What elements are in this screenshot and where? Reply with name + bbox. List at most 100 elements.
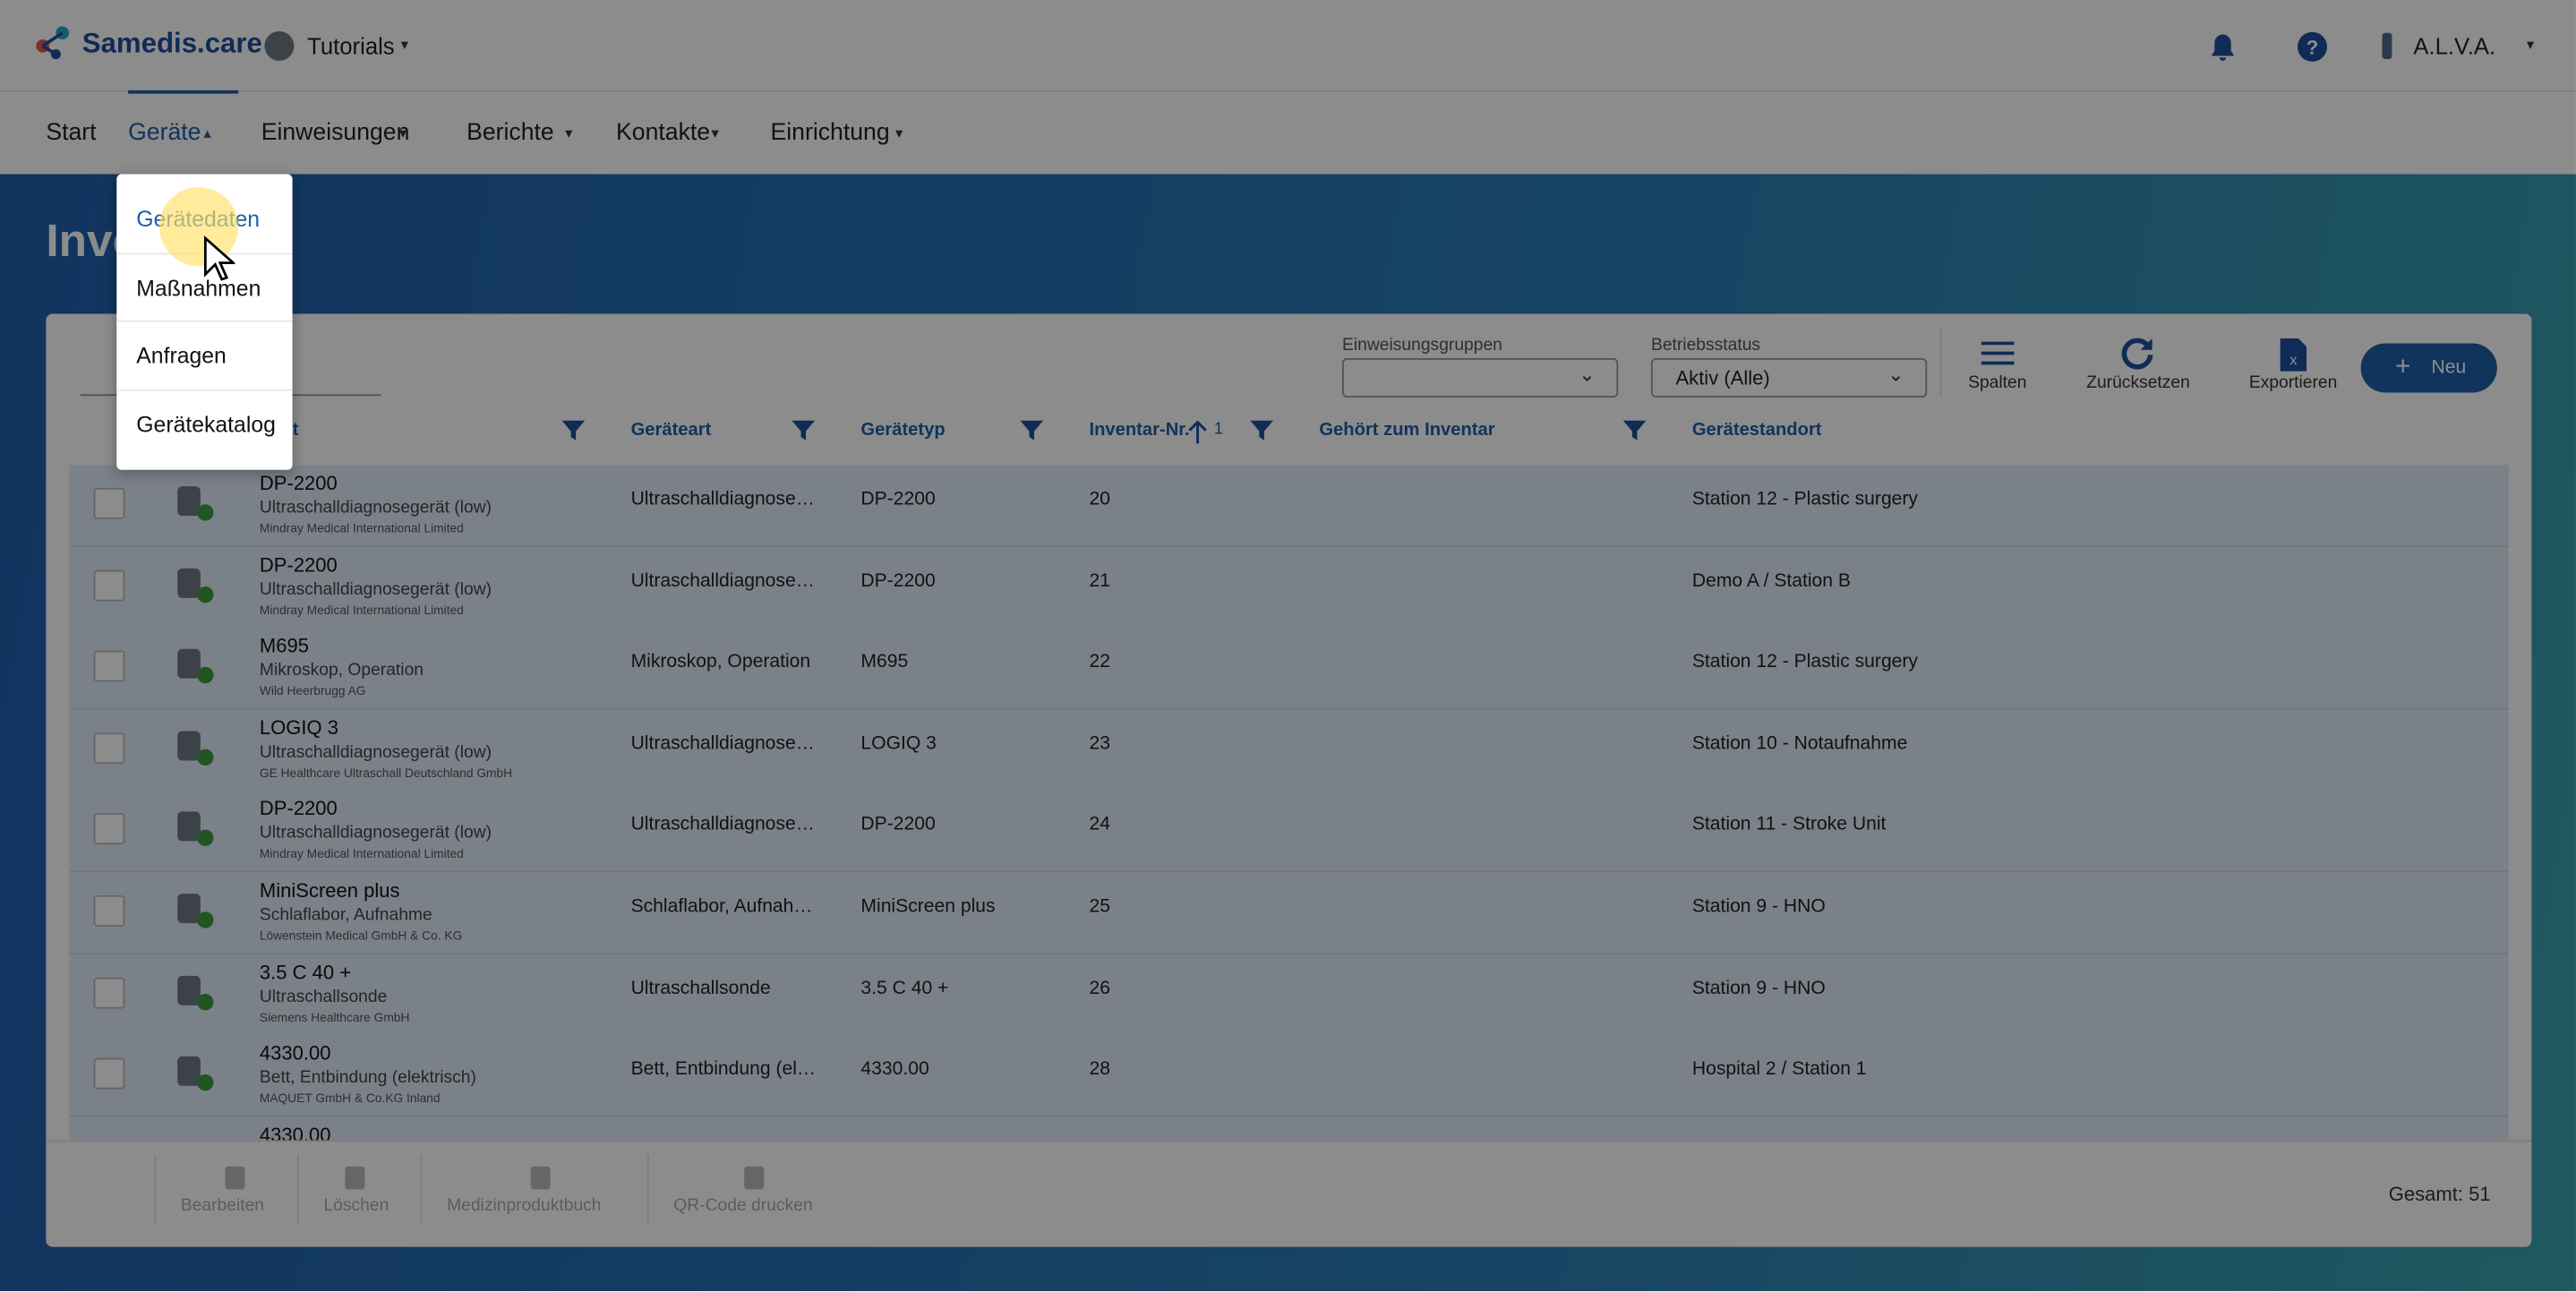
device-category: Ultraschalldiagnosegerät (low): [259, 578, 492, 599]
user-menu[interactable]: A.L.V.A.: [2413, 32, 2496, 60]
column-header[interactable]: Geräteart: [630, 420, 712, 441]
device-name: MiniScreen plus: [259, 878, 400, 903]
new-button[interactable]: [2360, 343, 2497, 393]
toolbar-button[interactable]: Spalten: [1968, 372, 2027, 393]
device-type: DP-2200: [860, 489, 936, 509]
checkbox[interactable]: [93, 650, 125, 682]
group-select[interactable]: [1342, 357, 1619, 398]
column-header[interactable]: Gerätetyp: [860, 420, 946, 441]
nav-item[interactable]: Einrichtung: [770, 119, 890, 147]
table-row[interactable]: 4330.00 Bett, Entbindung (elektrisch) MAQU…: [69, 1035, 2509, 1118]
caret: ⌄: [1579, 363, 1596, 387]
filter-label: Betriebsstatus: [1650, 335, 1761, 355]
nav-item[interactable]: Einweisungen: [261, 119, 410, 147]
menu-item[interactable]: Maßnahmen: [136, 275, 261, 300]
plus-icon: +: [2395, 353, 2411, 381]
divider: [116, 320, 293, 322]
table-row[interactable]: DP-2200 Ultraschalldiagnosegerät (low) Min…: [69, 791, 2509, 873]
action-icon: [740, 1165, 766, 1200]
location: Hospital 2 / Station 1: [1691, 1059, 1867, 1080]
table-row[interactable]: DP-2200 Ultraschalldiagnosegerät (low) Min…: [69, 465, 2509, 547]
location: Station 10 - Notaufnahme: [1691, 733, 1908, 754]
inventory-number: 20: [1089, 489, 1110, 509]
tenant-select[interactable]: Tutorials: [307, 32, 395, 60]
menu-item[interactable]: Gerätekatalog: [136, 411, 276, 437]
columns-icon: [1981, 341, 2015, 365]
location: Station 11 - Stroke Unit: [1691, 815, 1887, 835]
nav-item[interactable]: Start: [46, 119, 97, 147]
toolbar-button[interactable]: Exportieren: [2248, 372, 2338, 393]
device-thumbnail: [171, 727, 217, 778]
device-thumbnail: [171, 564, 217, 615]
device-type: 4330.00: [860, 1059, 929, 1080]
footer-action[interactable]: Medizinproduktbuch: [447, 1195, 602, 1216]
notifications[interactable]: [2208, 31, 2238, 64]
svg-text:x: x: [2289, 352, 2298, 368]
footer-action[interactable]: Bearbeiten: [180, 1195, 265, 1216]
toolbar-button[interactable]: Zurücksetzen: [2086, 372, 2190, 393]
device-category: Schlaflabor, Aufnahme: [259, 904, 432, 925]
checkbox[interactable]: [93, 732, 125, 764]
device-type: LOGIQ 3: [860, 733, 937, 754]
column-header[interactable]: Gerätestandort: [1691, 420, 1822, 441]
help[interactable]: ?: [2297, 31, 2328, 63]
action-icon: [222, 1165, 248, 1200]
nav-item[interactable]: Kontakte: [616, 119, 711, 147]
checkbox[interactable]: [93, 894, 125, 927]
caret: ▾: [2526, 36, 2535, 53]
table-body: DP-2200 Ultraschalldiagnosegerät (low) Min…: [69, 465, 2509, 1141]
device-type: DP-2200: [860, 815, 936, 835]
table-row[interactable]: DP-2200 Ultraschalldiagnosegerät (low) Min…: [69, 546, 2509, 629]
nav-item[interactable]: Geräte: [128, 119, 201, 147]
checkbox[interactable]: [93, 1057, 125, 1090]
inventory-number: 21: [1089, 570, 1110, 591]
filter-icon: [1250, 419, 1273, 450]
tenant-icon: [264, 30, 295, 61]
checkbox[interactable]: [93, 976, 125, 1008]
device-name: M695: [259, 634, 309, 658]
device-thumbnail: [171, 809, 217, 860]
device-kind: Mikroskop, Operation: [630, 652, 811, 672]
caret: ⌄: [1887, 363, 1904, 387]
checkbox[interactable]: [93, 487, 125, 519]
device-type: DP-2200: [860, 570, 936, 591]
device-thumbnail: [171, 483, 217, 534]
device-category: Ultraschallsonde: [259, 986, 388, 1006]
device-thumbnail: [171, 646, 217, 697]
manufacturer: MAQUET GmbH & Co.KG Inland: [259, 1091, 441, 1107]
new-label: Neu: [2431, 357, 2467, 379]
checkbox[interactable]: [93, 569, 125, 601]
caret: ▾: [711, 124, 719, 141]
divider: [0, 90, 2576, 92]
table-row[interactable]: 4330.00: [69, 1117, 2509, 1141]
manufacturer: Löwenstein Medical GmbH & Co. KG: [259, 928, 463, 944]
location: Station 12 - Plastic surgery: [1691, 489, 1918, 509]
checkbox[interactable]: [93, 813, 125, 845]
menu-item[interactable]: Anfragen: [136, 343, 227, 368]
sort-index: 1: [1213, 420, 1224, 439]
column-header[interactable]: Inventar-Nr.: [1089, 420, 1190, 441]
logo-icon: [36, 26, 70, 60]
table-row[interactable]: LOGIQ 3 Ultraschalldiagnosegerät (low) GE …: [69, 709, 2509, 792]
device-thumbnail: [171, 890, 217, 941]
device-name: 3.5 C 40 +: [259, 960, 352, 984]
footer-action[interactable]: QR-Code drucken: [673, 1195, 813, 1216]
column-header[interactable]: Gehört zum Inventar: [1319, 420, 1495, 441]
table-row[interactable]: M695 Mikroskop, Operation Wild Heerbrugg A…: [69, 628, 2509, 710]
footer-action[interactable]: Löschen: [323, 1195, 389, 1216]
status-select[interactable]: [1650, 357, 1928, 398]
logo[interactable]: Samedis.care: [81, 28, 262, 60]
divider: [297, 1154, 299, 1224]
divider: [46, 1140, 2532, 1142]
manufacturer: Siemens Healthcare GmbH: [259, 1009, 410, 1025]
device-kind: Schlaflabor, Aufnah…: [630, 896, 813, 917]
table-row[interactable]: MiniScreen plus Schlaflabor, Aufnahme Löwe…: [69, 872, 2509, 955]
device-kind: Ultraschalldiagnose…: [630, 570, 815, 591]
table-row[interactable]: 3.5 C 40 + Ultraschallsonde Siemens Health…: [69, 954, 2509, 1037]
nav-item[interactable]: Berichte: [466, 119, 554, 147]
divider: [420, 1154, 423, 1224]
device-kind: Ultraschalldiagnose…: [630, 489, 815, 509]
device-thumbnail: [171, 1053, 217, 1104]
